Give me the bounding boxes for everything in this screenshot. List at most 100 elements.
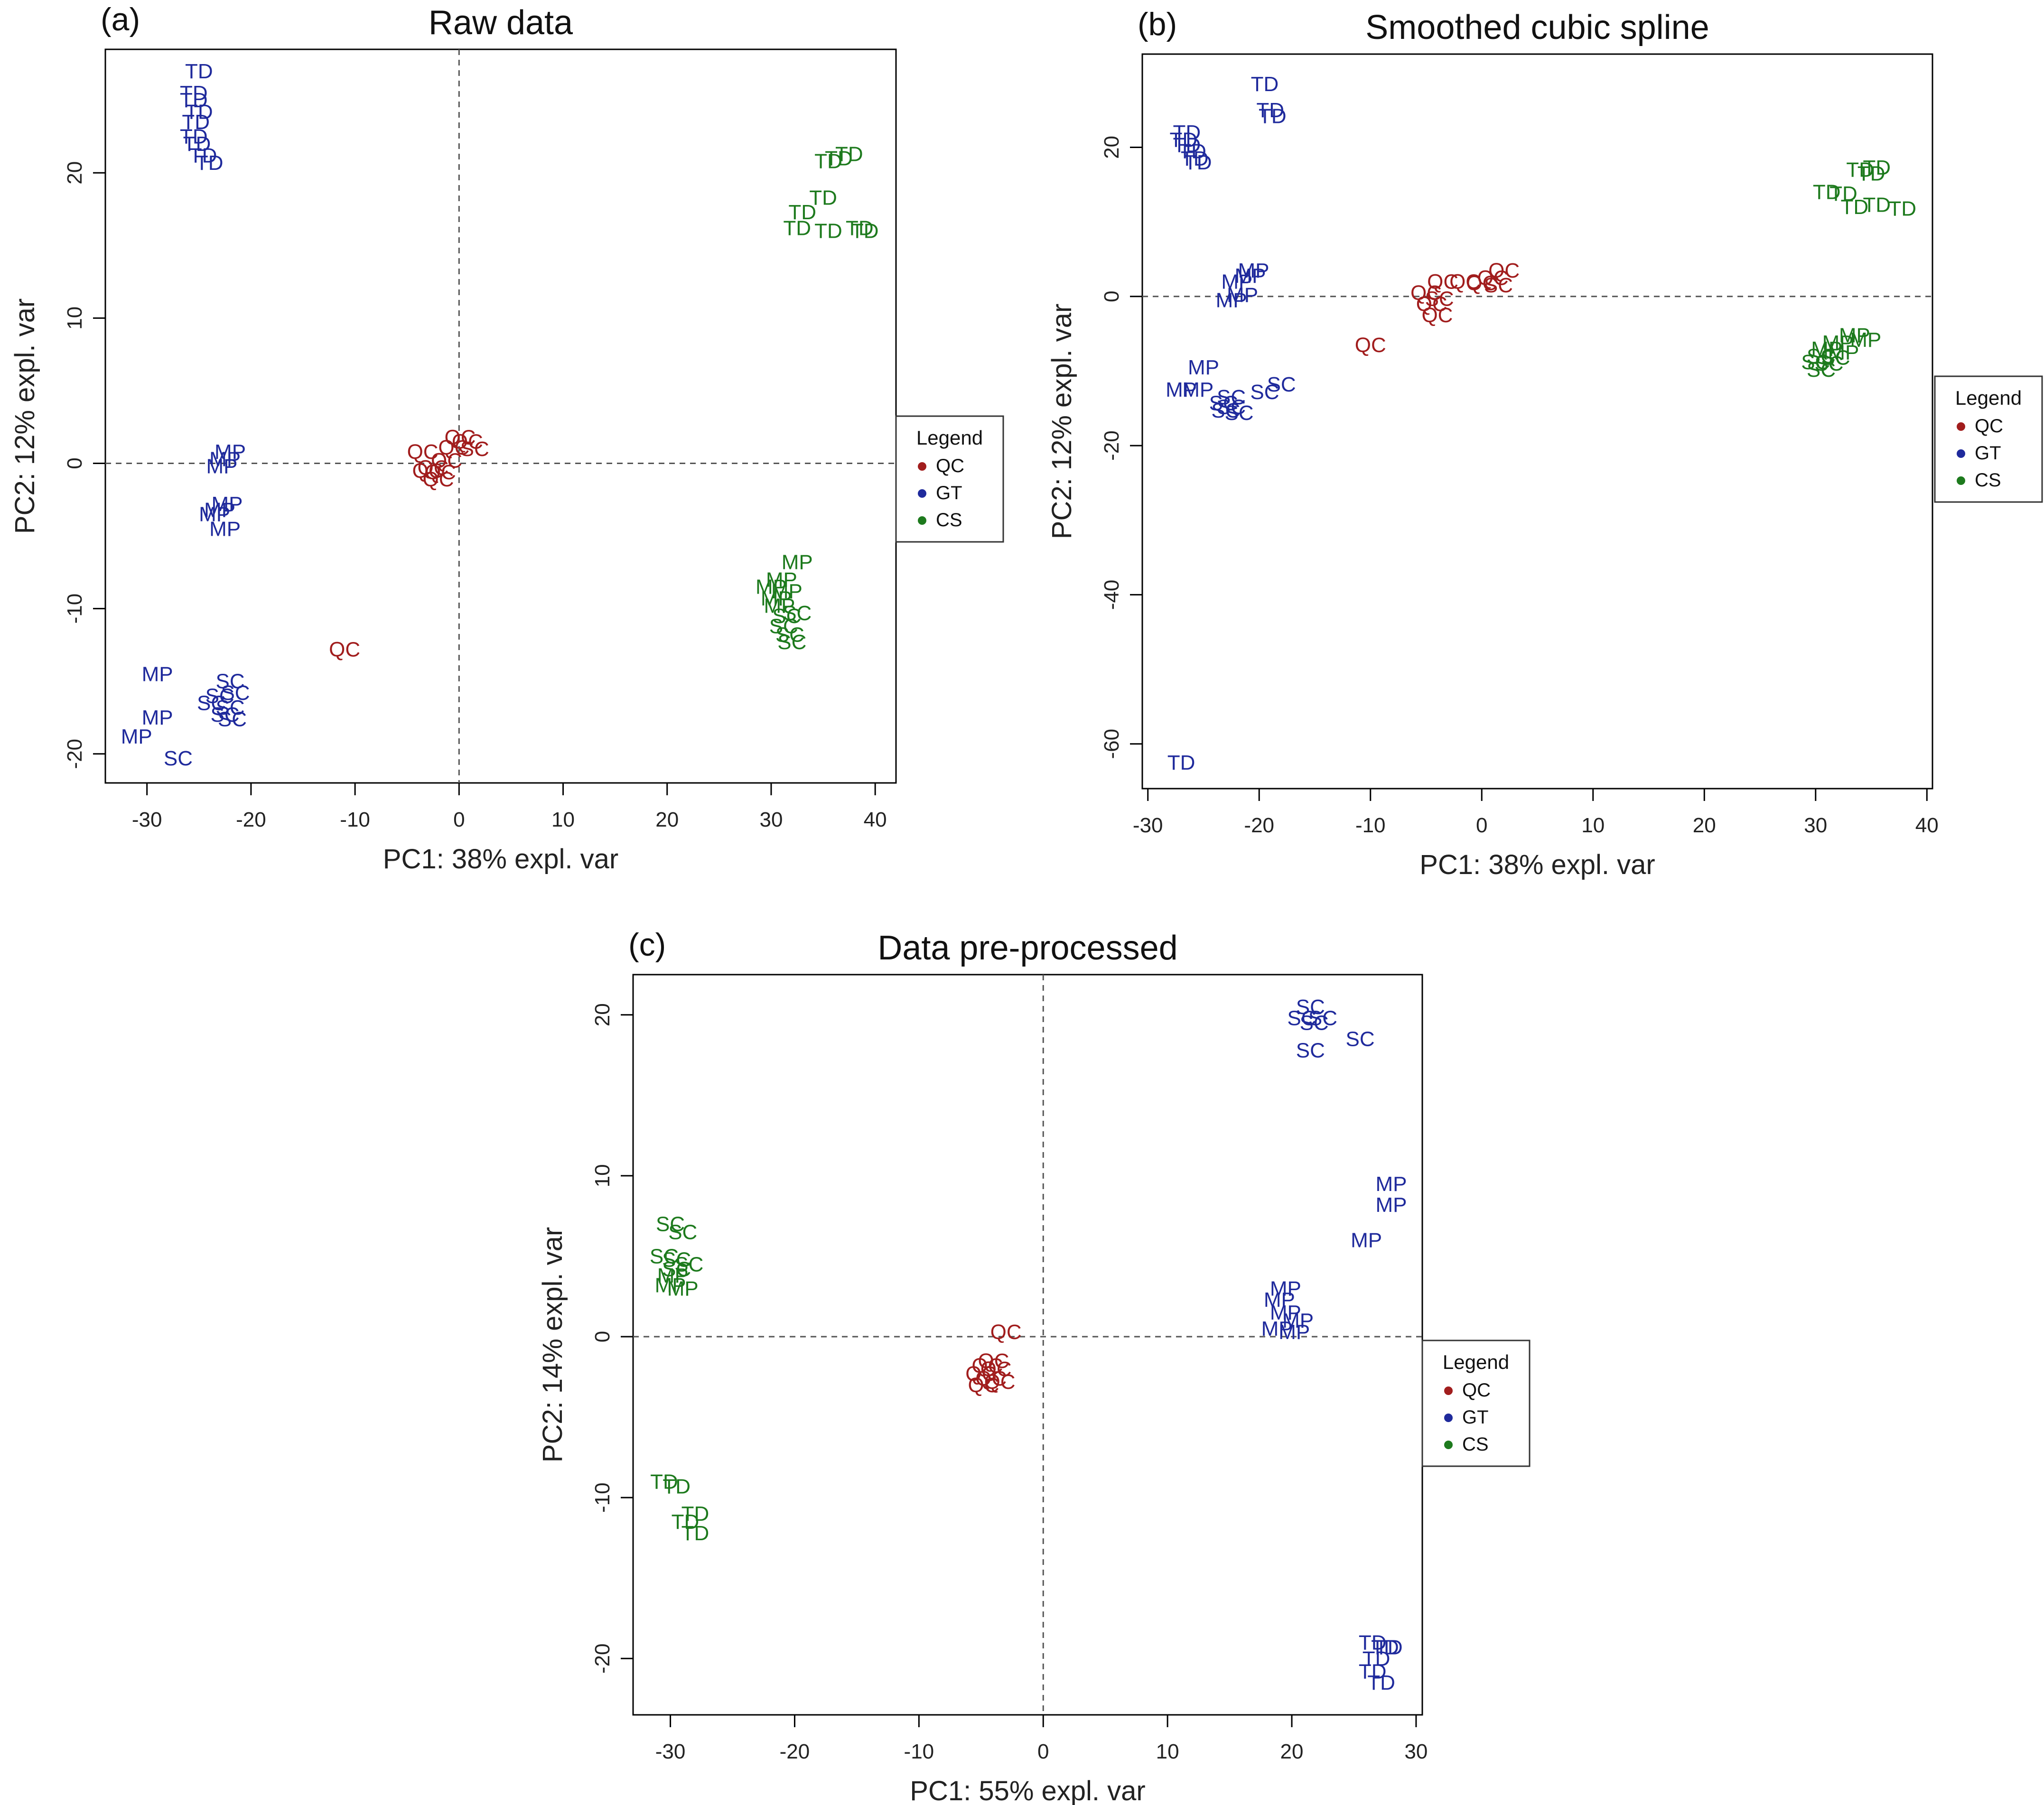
data-point: MP [1282,1309,1314,1332]
data-point: MP [1264,1288,1295,1312]
legend-title: Legend [1443,1351,1509,1373]
data-point: MP [667,1277,699,1300]
data-point: QC [412,459,444,483]
data-point: QC [422,468,454,491]
data-point: SC [662,1248,691,1271]
data-point: MP [199,503,230,526]
data-point: MP [215,440,246,464]
legend-marker-gt [918,489,926,498]
data-point: MP [1351,1229,1382,1252]
y-tick-label: 0 [591,1331,614,1342]
data-point: SC [783,602,812,625]
panel-label: (b) [1138,6,1177,42]
data-point: SC [668,1221,697,1244]
data-point: TD [1359,1660,1387,1683]
data-point: QC [431,449,462,472]
data-point: SC [650,1245,679,1268]
data-point: MP [1828,341,1859,364]
data-point: TD [681,1522,709,1545]
panel-a: -30 -20 -10 0 10 20 30 40 -20 -10 0 10 20 PC1: 38% ex… [9,1,1004,875]
data-point: MP [1238,259,1269,282]
data-point: MP [1182,378,1213,401]
data-point: QC [1410,281,1442,305]
data-point: TD [825,147,853,170]
data-point: SC [674,1253,703,1276]
data-point: MP [121,725,152,748]
x-tick-label: 20 [1693,814,1716,837]
data-point: SC [1217,395,1246,419]
data-point: TD [1841,195,1869,219]
data-point: MP [1270,1277,1301,1300]
data-point: TD [1173,134,1201,157]
data-point: MP [1166,378,1197,401]
data-point: MP [1234,264,1266,288]
data-point: QC [968,1374,999,1397]
data-point: QC [984,1370,1016,1394]
data-point: TD [182,111,210,134]
data-point: TD [1363,1647,1391,1670]
data-point: QC [980,1358,1012,1381]
x-tick-label: 10 [1581,814,1605,837]
data-point: TD [1813,181,1841,204]
data-point: MP [655,1274,686,1297]
data-point: TD [1256,99,1284,122]
data-point: MP [1376,1193,1407,1217]
data-point: SC [164,747,193,770]
data-point: SC [1300,1012,1329,1035]
data-point: TD [788,201,816,224]
data-point: QC [1421,304,1453,327]
x-tick-label: 10 [1156,1740,1179,1763]
data-point: MP [1261,1317,1293,1340]
data-point: TD [1863,193,1891,216]
data-point: QC [425,461,456,484]
legend-label-cs: CS [1975,470,2001,491]
x-tick-label: -10 [1355,814,1386,837]
data-point: QC [971,1354,1003,1377]
legend-box [1421,1340,1531,1467]
x-tick-label: 0 [1476,814,1487,837]
y-axis-label: PC2: 12% expl. var [1046,304,1077,539]
data-point: QC [965,1362,997,1386]
x-tick-label: 40 [1915,814,1939,837]
data-point: MP [756,576,787,599]
x-tick-label: 0 [453,808,465,831]
legend-marker-qc [918,462,926,471]
data-point: SC [1267,373,1296,396]
y-tick-label: 10 [63,307,86,330]
data-point: MP [1221,270,1252,293]
data-point: TD [809,186,837,209]
y-tick-label: -10 [63,594,86,624]
data-point: TD [1888,197,1916,220]
chart-title: Smoothed cubic spline [1365,9,1709,47]
y-tick-label: -20 [591,1644,614,1674]
data-point: TD [1846,158,1874,182]
data-point: MP [766,568,797,591]
data-point: TD [814,150,842,173]
data-point: SC [1807,358,1836,381]
legend-label-cs: CS [1462,1434,1489,1455]
data-point: QC [990,1321,1022,1344]
data-point: SC [460,437,489,461]
chart-title: Data pre-processed [877,929,1177,967]
data-point: SC [211,703,240,726]
y-tick-label: 0 [63,457,86,469]
x-tick-label: -20 [780,1740,810,1763]
data-point: TD [1863,156,1891,179]
data-point: MP [142,662,173,686]
legend-label-gt: GT [1975,443,2001,464]
panel-label: (a) [101,1,140,37]
data-point: SC [772,605,801,628]
data-point: TD [180,82,208,105]
panel-b: -30 -20 -10 0 10 20 30 40 -60 -40 -20 0 20 PC1: 38% e… [1046,6,2043,880]
data-point: MP [761,587,792,610]
data-point: TD [1251,73,1279,96]
data-point: TD [1169,129,1197,152]
data-point: QC [407,440,439,464]
legend-marker-cs [1957,476,1965,485]
